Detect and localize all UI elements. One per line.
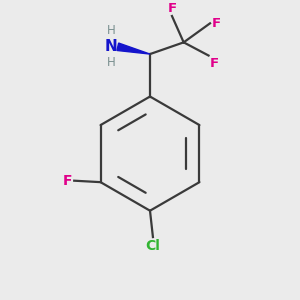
Text: F: F [63, 174, 73, 188]
Text: H: H [107, 24, 116, 38]
Text: Cl: Cl [146, 238, 160, 253]
Polygon shape [117, 43, 150, 54]
Text: H: H [107, 56, 116, 69]
Text: F: F [167, 2, 176, 14]
Text: N: N [105, 39, 117, 54]
Text: F: F [210, 57, 219, 70]
Text: F: F [212, 17, 220, 30]
